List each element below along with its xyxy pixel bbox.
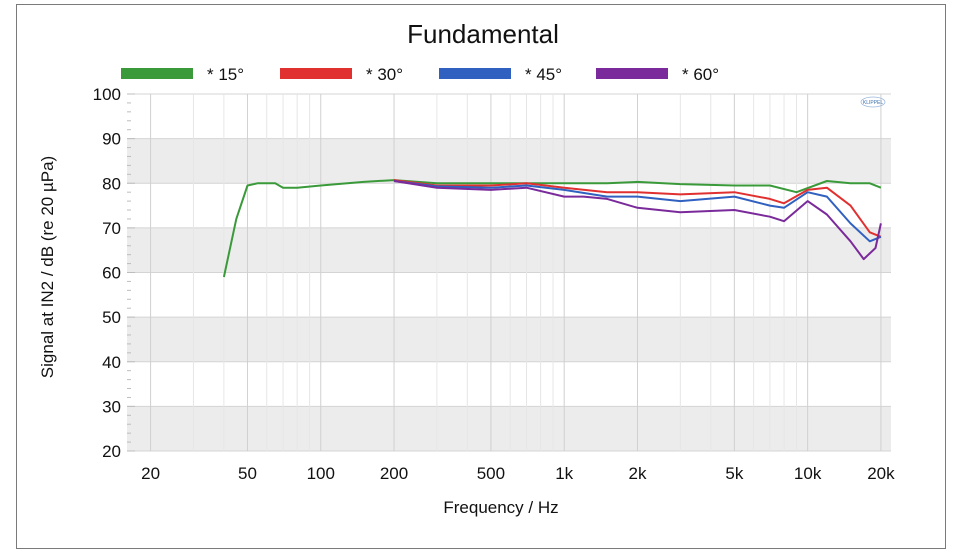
y-tick-label: 60 <box>102 264 121 283</box>
x-tick-label: 20 <box>141 464 160 483</box>
frequency-response-chart: 100 90 80 70 60 50 40 30 20 20 50 100 200 500 1k 2k 5k 10… <box>38 19 895 517</box>
x-tick-label: 10k <box>794 464 822 483</box>
y-tick-label: 80 <box>102 174 121 193</box>
tick-labels: 100 90 80 70 60 50 40 30 20 20 50 100 200 500 1k 2k 5k 10… <box>93 85 895 483</box>
legend-swatch <box>596 68 668 79</box>
series-line-4 <box>393 180 882 261</box>
y-tick-label: 70 <box>102 219 121 238</box>
legend-label: * 15° <box>207 65 244 84</box>
grid-band <box>127 406 891 451</box>
series-layer <box>222 179 882 278</box>
y-tick-label: 40 <box>102 353 121 372</box>
grid-band <box>127 227 891 273</box>
x-tick-label: 100 <box>307 464 335 483</box>
x-tick-label: 20k <box>867 464 895 483</box>
grid-band <box>127 317 891 362</box>
series-line-3 <box>393 180 882 243</box>
brand-logo: KLIPPEL <box>860 96 886 108</box>
legend-swatch <box>439 68 511 79</box>
legend-label: * 45° <box>525 65 562 84</box>
chart-title: Fundamental <box>407 19 559 49</box>
x-tick-label: 1k <box>555 464 573 483</box>
series-line-2 <box>393 179 882 238</box>
logo-text: KLIPPEL <box>863 100 884 106</box>
y-tick-label: 30 <box>102 397 121 416</box>
y-tick-label: 20 <box>102 442 121 461</box>
legend: * 15° * 30° * 45° * 60° <box>121 65 719 84</box>
x-tick-label: 200 <box>380 464 408 483</box>
chart-frame: 100 90 80 70 60 50 40 30 20 20 50 100 200 500 1k 2k 5k 10… <box>16 4 946 549</box>
grid-band <box>127 138 891 184</box>
series-line-1 <box>222 179 882 278</box>
x-tick-label: 500 <box>477 464 505 483</box>
x-tick-label: 2k <box>628 464 646 483</box>
grid-bands <box>127 138 891 451</box>
legend-label: * 60° <box>682 65 719 84</box>
y-tick-label: 100 <box>93 85 121 104</box>
legend-swatch <box>121 68 193 79</box>
y-tick-label: 50 <box>102 308 121 327</box>
y-axis-label: Signal at IN2 / dB (re 20 µPa) <box>38 156 57 378</box>
legend-label: * 30° <box>366 65 403 84</box>
x-tick-label: 5k <box>725 464 743 483</box>
legend-swatch <box>280 68 352 79</box>
x-axis-label: Frequency / Hz <box>443 498 558 517</box>
y-tick-label: 90 <box>102 130 121 149</box>
x-tick-label: 50 <box>238 464 257 483</box>
